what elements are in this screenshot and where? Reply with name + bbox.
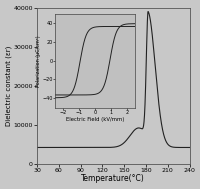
X-axis label: Temperature(°C): Temperature(°C) [81, 174, 144, 184]
Y-axis label: Dielectric constant (εr): Dielectric constant (εr) [6, 46, 12, 126]
